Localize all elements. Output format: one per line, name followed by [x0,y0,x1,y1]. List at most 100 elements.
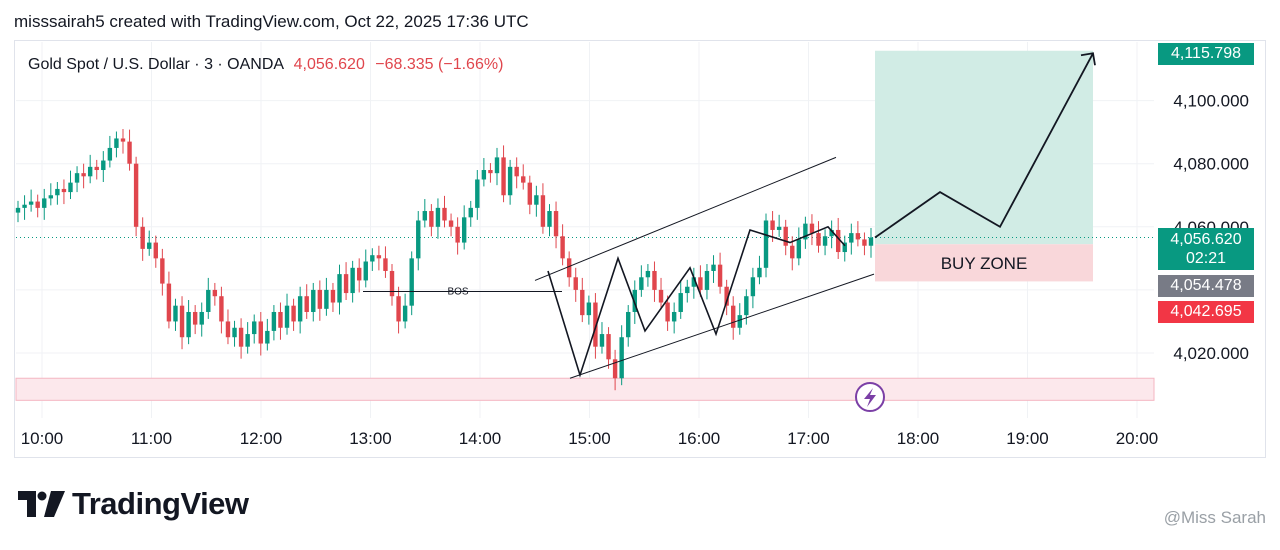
candle-body [317,289,323,309]
candle [461,205,467,250]
candle-body [160,258,165,284]
candle [678,281,683,319]
x-tick-label: 12:00 [240,429,283,448]
candle-body [291,305,296,322]
candle-body [632,289,637,312]
tradingview-logo[interactable]: TradingView [18,486,249,522]
candle-body [639,277,644,290]
candle-body [803,223,808,240]
candle-body [357,267,362,281]
x-tick-label: 17:00 [787,429,830,448]
candle [488,163,493,183]
candle [297,286,303,334]
candle [337,264,342,315]
candle-body [527,182,532,205]
candle [698,265,703,297]
candle [612,349,618,391]
candle-body [409,258,414,306]
candle [74,166,80,193]
candle-body [501,157,506,196]
candle [140,217,145,261]
candle-body [173,305,178,322]
candle [396,286,401,334]
candle-body [252,321,257,335]
candle [468,200,473,227]
candle [416,211,421,271]
candle-body [461,217,467,243]
candle-body [245,334,250,347]
candle [114,131,119,158]
bos-label: BOS [447,286,468,297]
candle [842,235,847,262]
chart-header: misssairah5 created with TradingView.com… [14,12,529,31]
chart-frame[interactable] [14,40,1266,458]
candle-body [599,334,605,347]
candle [87,154,93,184]
x-tick-label: 11:00 [131,429,172,448]
candle [22,195,27,220]
candle [330,282,336,312]
symbol-name: Gold Spot / U.S. Dollar · 3 · OANDA [28,56,284,73]
candle-body [94,166,99,171]
candle [658,277,664,310]
candle [199,302,204,337]
candle-body [265,330,270,344]
entry-price-label: 4,054.478 [1158,275,1254,297]
candle-body [186,311,191,338]
candle-body [750,277,756,297]
candle [429,204,434,237]
candle-body [658,289,664,303]
candle [133,156,139,237]
candle [665,295,670,331]
candle-body [534,195,539,205]
candle [370,248,375,271]
channel-upper-line [534,156,837,281]
candle [186,299,191,345]
candle [166,271,172,329]
candle [265,318,270,351]
candle-body [402,305,408,322]
candle [803,216,808,249]
candle [376,245,382,271]
candle [704,264,710,300]
candle-body [849,233,854,243]
candle [363,249,368,288]
candle-body [731,305,736,328]
candle-body [337,274,342,303]
candle [521,164,526,190]
candle-body [783,226,788,246]
candle-body [330,289,336,303]
x-tick-label: 15:00 [568,429,611,448]
candle [350,260,355,303]
candle [606,327,611,369]
current-price-value: 4,056.620 [1170,231,1242,248]
candle-body [626,311,631,338]
candle-body [68,182,73,193]
candle-body [514,166,519,177]
candle [383,246,388,278]
candle-body [757,267,762,278]
candle-body [724,286,729,306]
candle [317,280,323,321]
candle [258,311,263,356]
candle-body [560,236,565,259]
candle-body [488,170,493,174]
candle-body [429,211,434,227]
candle-body [691,277,697,287]
flash-icon-bolt [864,388,876,407]
candle-body [442,207,447,221]
candle-body [448,220,454,227]
candle [192,305,198,335]
candle-body [737,315,742,328]
symbol-price: 4,056.620 [293,56,365,73]
candle [127,129,132,171]
candle-body [278,311,283,328]
candle-body [48,195,54,199]
candle-body [107,147,113,161]
candle-body [15,207,21,213]
candle-body [816,233,821,246]
candle-body [376,255,382,259]
candle-body [507,166,513,196]
candle-body [612,359,618,379]
